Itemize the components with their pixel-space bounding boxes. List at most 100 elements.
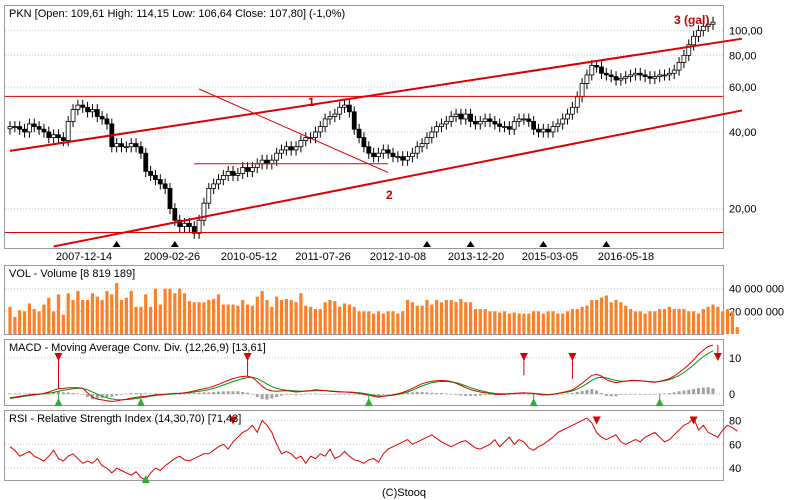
macd-histogram-bar [56,391,60,395]
candle-body [380,149,386,154]
volume-bar [643,313,647,334]
price-tick-label: 60,00 [729,82,757,94]
candle-body [623,76,629,79]
macd-histogram-bar [333,394,337,395]
price-tick-label: 20,00 [729,204,757,216]
rsi-tick-label: 40 [729,463,741,475]
candle-body [283,146,289,151]
candle-body [298,140,304,148]
candle-body [186,222,192,227]
date-tick-label: 2010-05-12 [221,251,277,263]
macd-histogram-bar [430,392,434,395]
candle-body [453,113,459,117]
volume-bar [56,294,61,334]
volume-bar [532,311,536,334]
candle-body [691,35,697,46]
candle-body [351,111,357,130]
macd-histogram-bar [153,393,157,395]
candle-body [206,188,212,204]
rsi-sell-marker [689,416,698,425]
volume-bar [687,311,691,334]
macd-histogram-bar [95,394,99,400]
macd-histogram-bar [129,393,133,395]
macd-histogram-bar [692,389,696,395]
candle-body [90,109,95,113]
volume-bar [624,305,628,334]
macd-histogram-bar [289,394,293,395]
volume-bar [498,312,502,334]
annotation-3-gal: 3 (gal) [674,13,709,27]
macd-histogram-bar [415,392,419,395]
macd-series [8,344,722,407]
macd-histogram-bar [76,393,80,395]
volume-bar [71,300,75,334]
volume-bar [279,300,284,334]
volume-bar [522,313,526,334]
volume-bar [178,288,182,334]
macd-signal-line [9,350,714,401]
candle-body [608,74,614,77]
volume-bar [376,311,381,334]
macd-histogram-bar [527,394,531,395]
volume-bar [541,313,545,334]
date-axis-labels: 2007-12-14 2009-02-26 2010-05-12 2011-07-26… [56,241,654,263]
candle-body [148,170,154,176]
macd-histogram-bar [134,393,138,395]
volume-bar [105,290,109,334]
date-tick-label: 2007-12-14 [56,251,112,263]
volume-bar [420,305,424,334]
annotation-1: 1 [308,95,315,109]
volume-bar [585,305,589,334]
volume-bar [115,283,119,334]
macd-histogram-bar [619,394,623,395]
volume-bar [478,309,482,334]
macd-histogram-bar [241,392,245,395]
volume-bar [8,306,12,334]
candle-body [153,174,158,180]
volume-bar [517,313,521,334]
candle-body [104,118,110,125]
macd-histogram-bar [52,392,56,395]
volume-bar [609,302,613,334]
candle-body [220,174,226,180]
volume-bar [435,300,439,334]
candle-body [429,131,435,139]
candle-body [657,74,663,77]
macd-histogram-bar [294,394,298,396]
macd-histogram-bar [590,389,594,395]
price-channel-lines [5,37,743,248]
candle-body [482,118,488,122]
candle-body [599,66,604,74]
candle-body [700,25,706,32]
candle-body [332,113,338,117]
volume-bar [570,309,574,334]
volume-bar [260,290,264,334]
volume-bar [706,306,710,334]
volume-bar [352,306,356,334]
macd-histogram-bar [629,393,633,395]
candle-body [279,149,284,154]
volume-bar [90,293,95,334]
volume-bar [381,313,385,334]
volume-bar [410,302,415,334]
macd-histogram-bar [687,389,691,395]
macd-histogram-bar [275,394,279,398]
candle-body [371,152,377,158]
rsi-buy-marker [141,475,150,483]
volume-bar [464,302,468,334]
macd-histogram-bar [575,392,579,395]
candle-body [172,208,178,221]
volume-bar [294,302,298,334]
candle-body [487,118,493,122]
volume-bar [648,311,652,334]
macd-histogram-bar [207,392,211,395]
candle-body [216,179,221,185]
candle-body [414,146,420,154]
candle-body [516,118,522,122]
rsi-series [9,416,738,483]
macd-buy-marker [655,398,664,407]
volume-bar [139,306,143,334]
macd-histogram-bar [265,394,269,400]
volume-bar [216,294,221,334]
volume-bar [313,309,318,334]
